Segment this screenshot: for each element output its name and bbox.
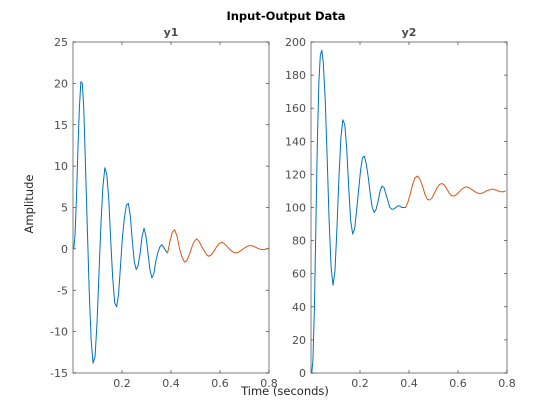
x-tick-label: 0.4 — [162, 377, 180, 390]
y-tick-label: 140 — [285, 135, 306, 148]
x-tick-label: 0.6 — [211, 377, 229, 390]
x-tick-label: 0.2 — [113, 377, 131, 390]
axes-y2: y2 0 20 40 60 80 100 120 140 160 180 200 0.2 0.4 0.6 0.… — [285, 26, 516, 390]
figure-title: Input-Output Data — [226, 9, 345, 23]
y-tick-label: 100 — [285, 202, 306, 215]
subplot-title: y2 — [402, 26, 417, 39]
subplot-title: y1 — [164, 26, 179, 39]
y-tick-label: -10 — [50, 326, 68, 339]
y-tick-label: 160 — [285, 102, 306, 115]
y-axis-label: Amplitude — [22, 175, 36, 234]
x-tick-label: 0.2 — [351, 377, 369, 390]
x-tick-label: 0.4 — [400, 377, 418, 390]
y-tick-label: 120 — [285, 168, 306, 181]
series-line-b — [405, 175, 506, 208]
series-line-b — [167, 229, 268, 263]
y-tick-label: 20 — [54, 77, 68, 90]
y-tick-label: -5 — [57, 284, 68, 297]
x-tick-label: 0.8 — [260, 377, 278, 390]
y-tick-label: 25 — [54, 36, 68, 49]
y-tick-label: 180 — [285, 69, 306, 82]
axes-frame — [310, 41, 508, 374]
y-tick-label: 40 — [292, 301, 306, 314]
series-line-a — [73, 81, 168, 364]
y-tick-label: 60 — [292, 268, 306, 281]
y-tick-label: 5 — [61, 202, 68, 215]
y-tick-label: 15 — [54, 119, 68, 132]
y-tick-label: 200 — [285, 36, 306, 49]
axes-frame — [72, 41, 270, 374]
x-tick-label: 0.6 — [449, 377, 467, 390]
series-line-a — [311, 49, 406, 374]
y-tick-label: 0 — [299, 367, 306, 380]
y-tick-label: 10 — [54, 160, 68, 173]
y-tick-label: 0 — [61, 243, 68, 256]
x-tick-label: 0.8 — [498, 377, 516, 390]
axes-y1: y1 -15 -10 -5 0 5 10 15 20 25 0.2 0.4 0.6 0.8 — [50, 26, 278, 390]
y-tick-label: 80 — [292, 235, 306, 248]
x-axis-label: Time (seconds) — [240, 384, 329, 398]
y-tick-label: -15 — [50, 367, 68, 380]
y-tick-label: 20 — [292, 334, 306, 347]
